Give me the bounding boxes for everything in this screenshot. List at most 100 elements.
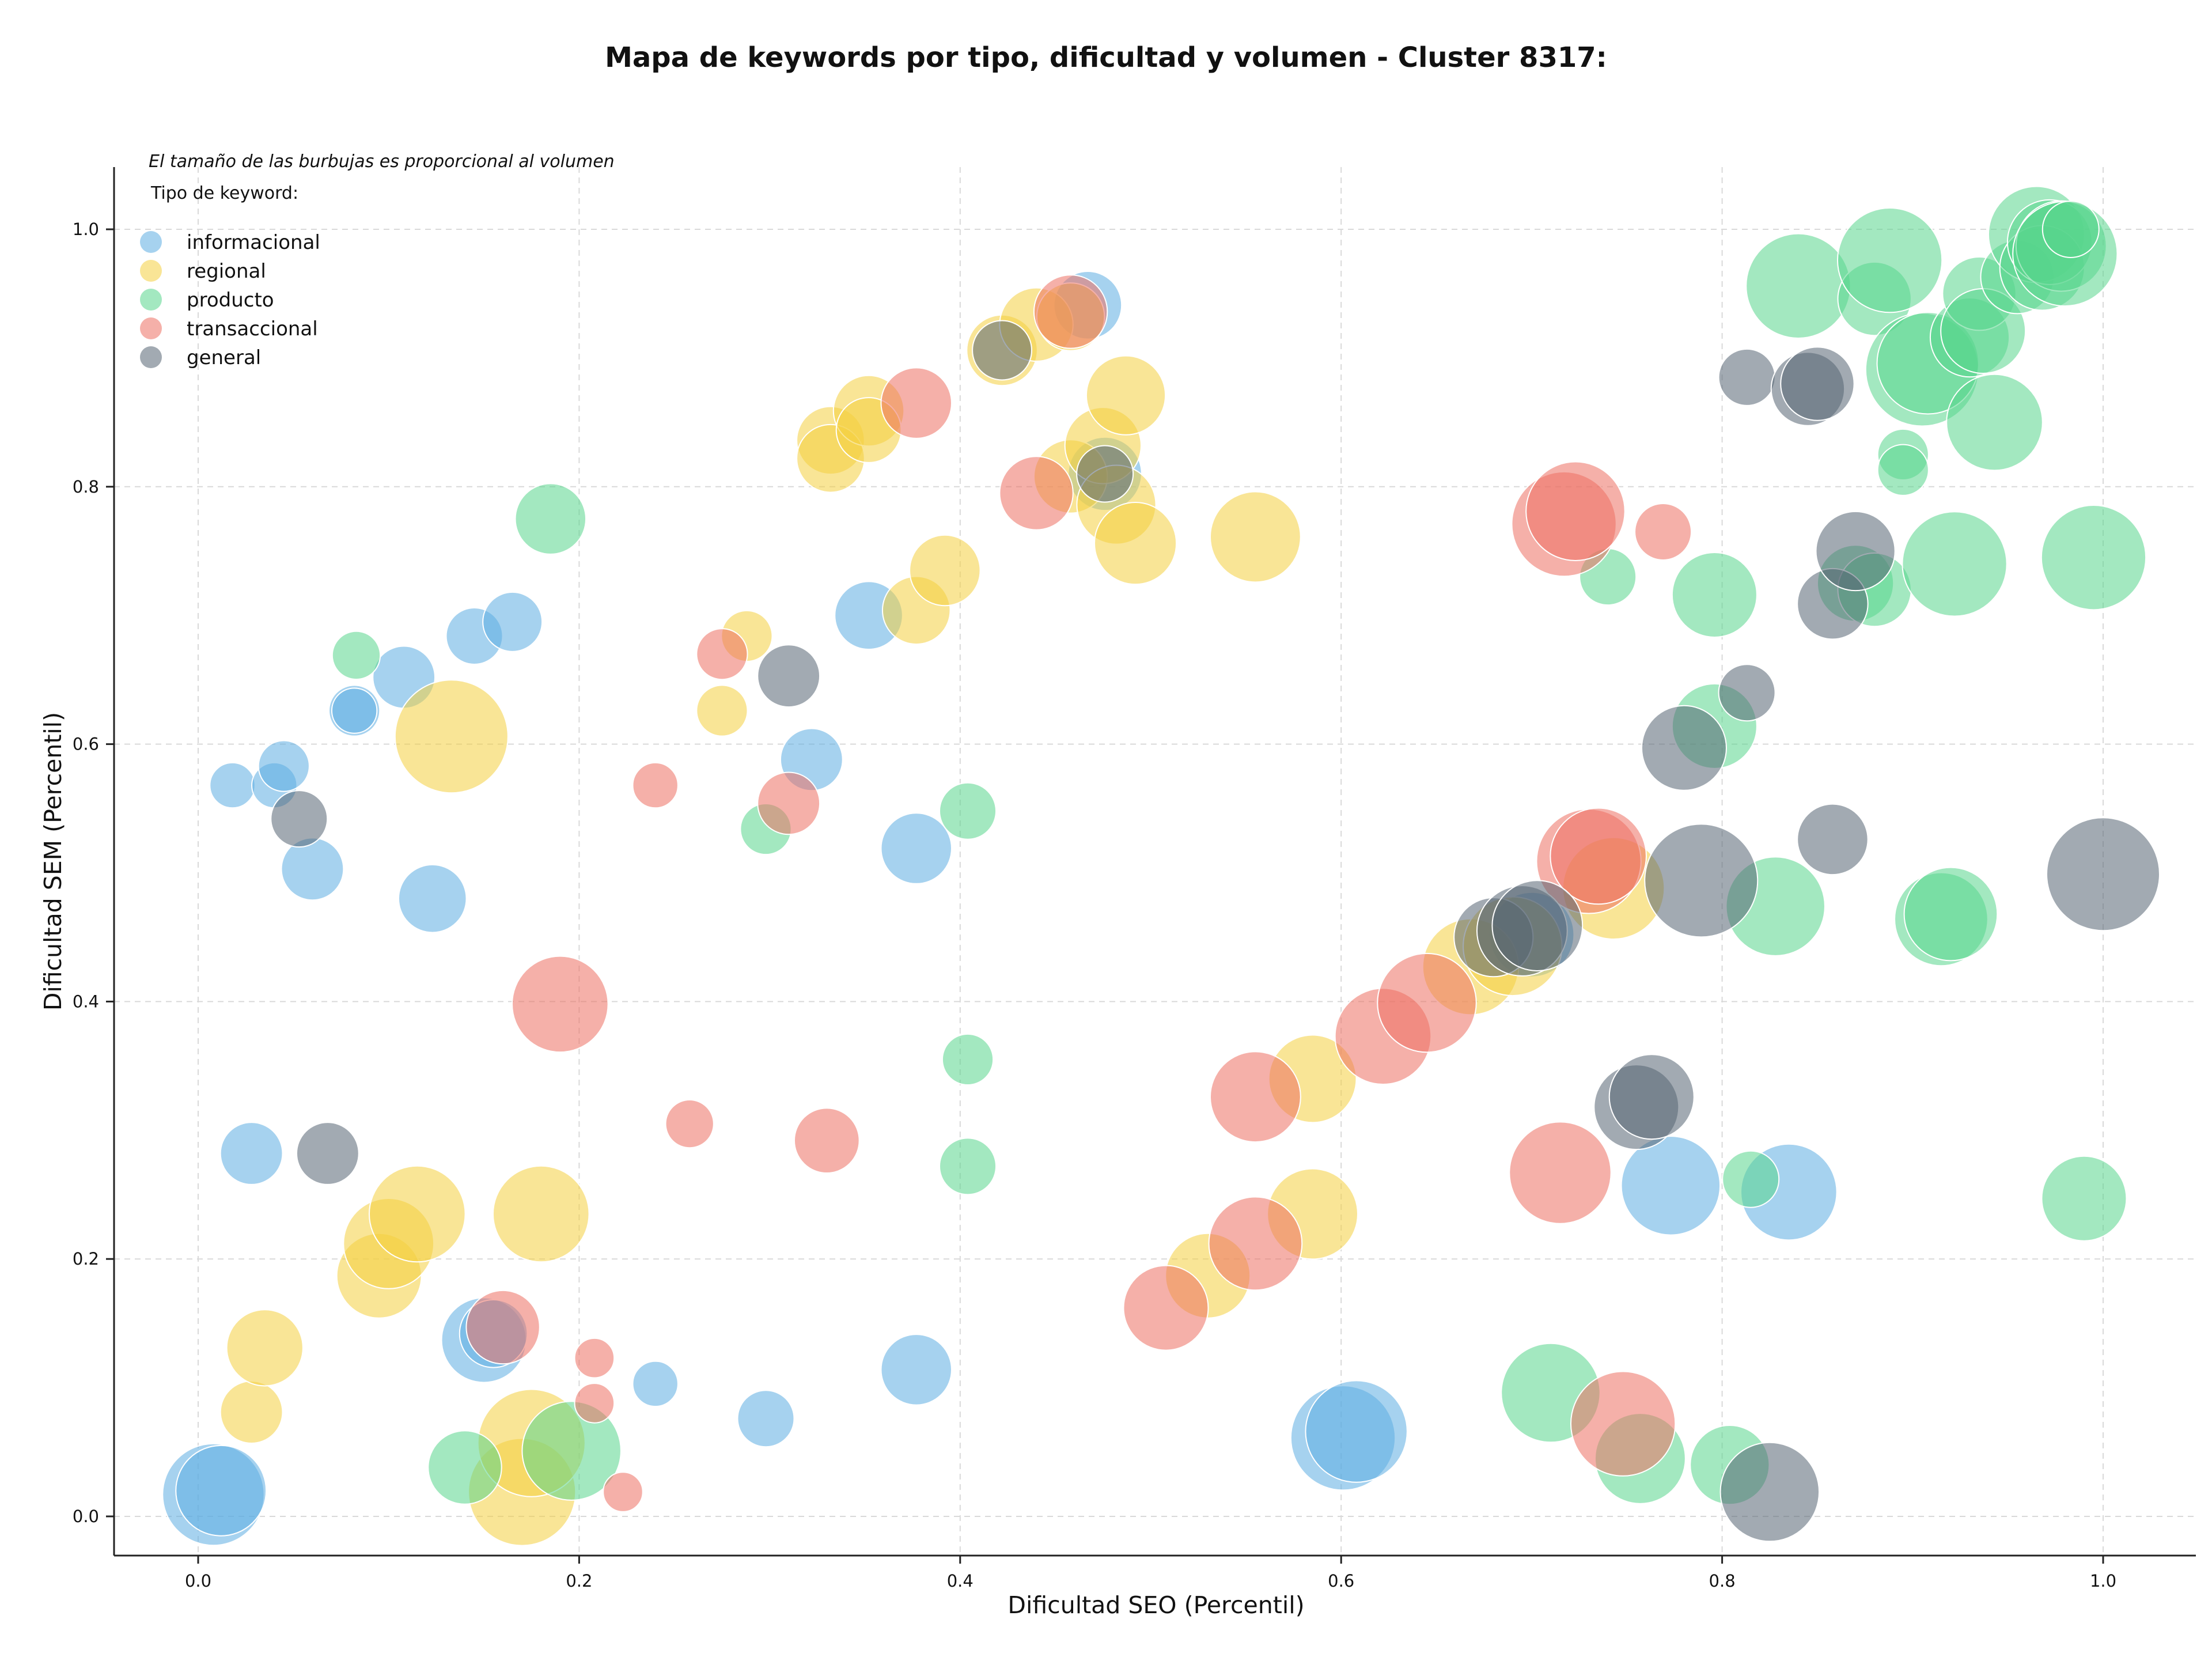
bubble-general [1608,1054,1695,1140]
bubble-general [2046,817,2160,932]
bubble-informacional [880,1334,952,1406]
bubble-transaccional [757,771,821,835]
bubble-producto [2040,505,2147,611]
bubble-producto [1836,207,1943,313]
legend-label-regional: regional [187,260,266,283]
bubble-regional [226,1309,304,1387]
bubble-transaccional [632,762,679,809]
bubble-general [1815,510,1896,592]
bubble-producto [521,1401,622,1501]
x-tick-label: 0.0 [185,1571,211,1591]
bubble-regional [1093,502,1177,585]
bubble-transaccional [1634,502,1692,561]
bubble-general [1644,823,1759,938]
bubble-transaccional [1550,807,1647,905]
bubble-transaccional [1570,1371,1676,1477]
chart-title: Mapa de keywords por tipo, dificultad y … [605,41,1607,74]
bubble-regional [219,1380,283,1444]
bubble-regional [696,684,748,737]
bubble-general [1719,1441,1820,1542]
volume-note: El tamaño de las burbujas es proporciona… [149,152,615,172]
bubble-general [757,644,821,708]
bubble-informacional [880,812,952,884]
bubble-transaccional [1123,1265,1209,1351]
bubble-producto [2041,1155,2127,1242]
legend-title: Tipo de keyword: [150,183,298,203]
bubble-regional [492,1165,590,1263]
legend-marker-general [140,346,162,368]
bubble-informacional [632,1360,679,1408]
y-tick-label: 0.2 [73,1249,99,1269]
bubble-informacional [209,762,256,809]
bubble-general [1797,803,1869,876]
bubble-transaccional [574,1337,615,1379]
bubble-producto [941,1033,994,1086]
legend: informacional regional producto transaccion… [140,231,320,369]
bubble-transaccional [574,1383,615,1424]
bubble-producto [939,782,997,840]
y-axis-label: Dificultad SEM (Percentil) [39,712,67,1011]
bubble-transaccional [465,1289,540,1365]
bubble-general [1491,880,1584,971]
bubble-producto [1671,551,1758,638]
bubble-transaccional [696,628,748,680]
bubble-transaccional [1208,1196,1303,1291]
bubble-producto [514,483,587,555]
bubble-informacional [281,837,344,901]
bubble-transaccional [880,367,952,439]
x-tick-label: 0.4 [947,1571,974,1591]
bubble-transaccional [665,1099,714,1149]
y-tick-label: 0.8 [73,477,99,497]
legend-label-transaccional: transaccional [187,317,318,340]
bubble-informacional [397,864,467,933]
bubble-general [270,790,328,848]
bubble-general [1641,705,1727,791]
bubble-producto [427,1430,502,1505]
bubble-informacional [175,1444,267,1537]
bubble-producto [2041,200,2100,258]
bubble-producto [1877,444,1929,496]
bubble-transaccional [999,456,1074,531]
bubble-transaccional [1377,952,1477,1053]
legend-label-informacional: informacional [187,231,320,254]
bubble-producto [1902,511,2008,617]
bubble-informacional [219,1122,283,1185]
bubble-producto [1946,373,2043,471]
bubble-informacional [737,1390,795,1448]
bubble-informacional [257,740,310,792]
bubble-transaccional [512,955,609,1053]
bubble-producto [939,1137,997,1195]
bubble-producto [1745,233,1851,339]
y-tick-label: 0.6 [73,735,99,754]
bubble-transaccional [1033,274,1108,349]
bubble-regional [1085,355,1166,436]
legend-marker-producto [140,289,162,311]
bubble-transaccional [1525,461,1626,561]
legend-marker-informacional [140,231,162,253]
bubbles [162,186,2160,1546]
bubble-transaccional [1509,1121,1612,1224]
x-axis-ticks: 0.0 0.2 0.4 0.6 0.8 1.0 [185,1556,2116,1591]
bubble-producto [1722,1150,1780,1208]
legend-marker-regional [140,260,162,282]
y-tick-label: 0.0 [73,1507,99,1526]
legend-marker-transaccional [140,317,162,339]
bubble-transaccional [1209,1051,1301,1143]
y-tick-label: 1.0 [73,220,99,239]
bubble-transaccional [603,1471,643,1512]
bubble-general [296,1122,359,1185]
bubble-regional [1209,491,1301,583]
bubble-general [972,320,1033,381]
y-tick-label: 0.4 [73,992,99,1011]
bubble-transaccional [793,1107,860,1174]
bubble-informacional [1620,1136,1721,1236]
bubble-regional [369,1165,466,1263]
x-tick-label: 0.8 [1709,1571,1736,1591]
bubble-general [1076,445,1134,503]
x-tick-label: 0.2 [566,1571,592,1591]
x-tick-label: 1.0 [2090,1571,2116,1591]
y-axis-ticks: 0.0 0.2 0.4 0.6 0.8 1.0 [73,220,114,1526]
x-axis-label: Dificultad SEO (Percentil) [1007,1591,1304,1619]
bubble-general [1780,346,1855,421]
